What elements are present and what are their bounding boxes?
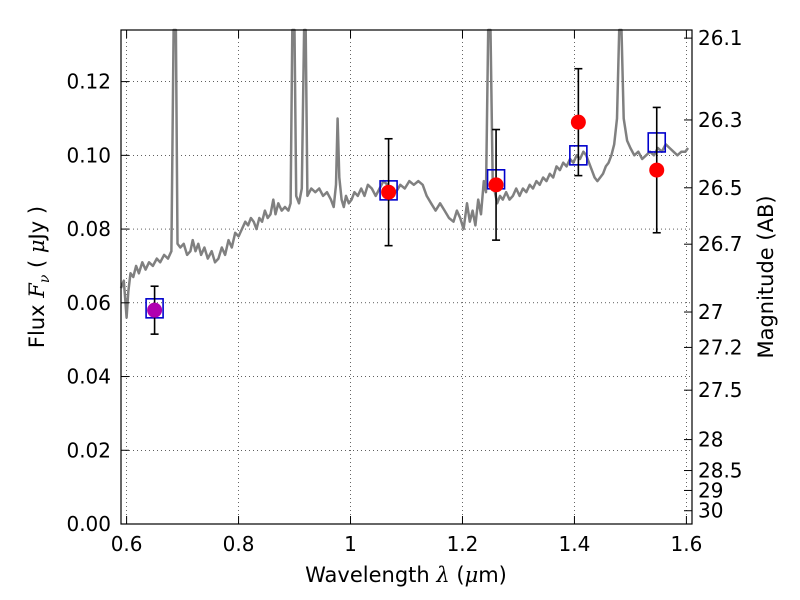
x-tick-label: 1.6: [670, 532, 702, 556]
observed-flux-point: [570, 114, 586, 130]
x-axis-title: Wavelength λ (μm): [305, 563, 507, 587]
y2-tick-label: 27.5: [698, 378, 743, 402]
y-tick-label: 0.10: [66, 143, 111, 167]
y2-tick-label: 27.2: [698, 335, 743, 359]
y-tick-label: 0.00: [66, 512, 111, 536]
y2-tick-label: 29: [698, 478, 723, 502]
y2-tick-label: 28: [698, 428, 723, 452]
x-tick-label: 0.8: [223, 532, 255, 556]
y2-tick-label: 27: [698, 300, 723, 324]
y2-tick-label: 28.5: [698, 459, 743, 483]
y-tick-label: 0.06: [66, 291, 111, 315]
y2-tick-label: 26.3: [698, 108, 743, 132]
x-tick-label: 1.2: [447, 532, 479, 556]
axis-ticks: 0.6 0.8 1 1.2 1.4 1.6 0.00 0.02 0.04 0.06 0.08 0.10…: [66, 26, 742, 556]
x-tick-label: 0.6: [111, 532, 143, 556]
y-tick-label: 0.12: [66, 70, 111, 94]
x-tick-label: 1: [344, 532, 357, 556]
x-tick-label: 1.4: [559, 532, 591, 556]
observed-flux-point: [488, 177, 504, 193]
y2-tick-label: 26.1: [698, 26, 743, 50]
model-spectrum-line: [119, 28, 690, 319]
observed-flux-point: [147, 302, 163, 318]
y-axis-title: Flux Fν ( μJy ): [25, 206, 53, 348]
y2-tick-label: 26.5: [698, 176, 743, 200]
y-tick-label: 0.02: [66, 438, 111, 462]
observed-flux-point: [649, 162, 665, 178]
y2-tick-label: 26.7: [698, 232, 743, 256]
y2-tick-label: 30: [698, 499, 723, 523]
model-spectrum-layer: [119, 28, 690, 319]
photometry-markers: [145, 67, 667, 335]
y-tick-label: 0.08: [66, 217, 111, 241]
plot-frame: [120, 29, 693, 525]
secondary-y-axis-title: Magnitude (AB): [754, 195, 778, 358]
observed-flux-point: [381, 184, 397, 200]
y-tick-label: 0.04: [66, 365, 111, 389]
